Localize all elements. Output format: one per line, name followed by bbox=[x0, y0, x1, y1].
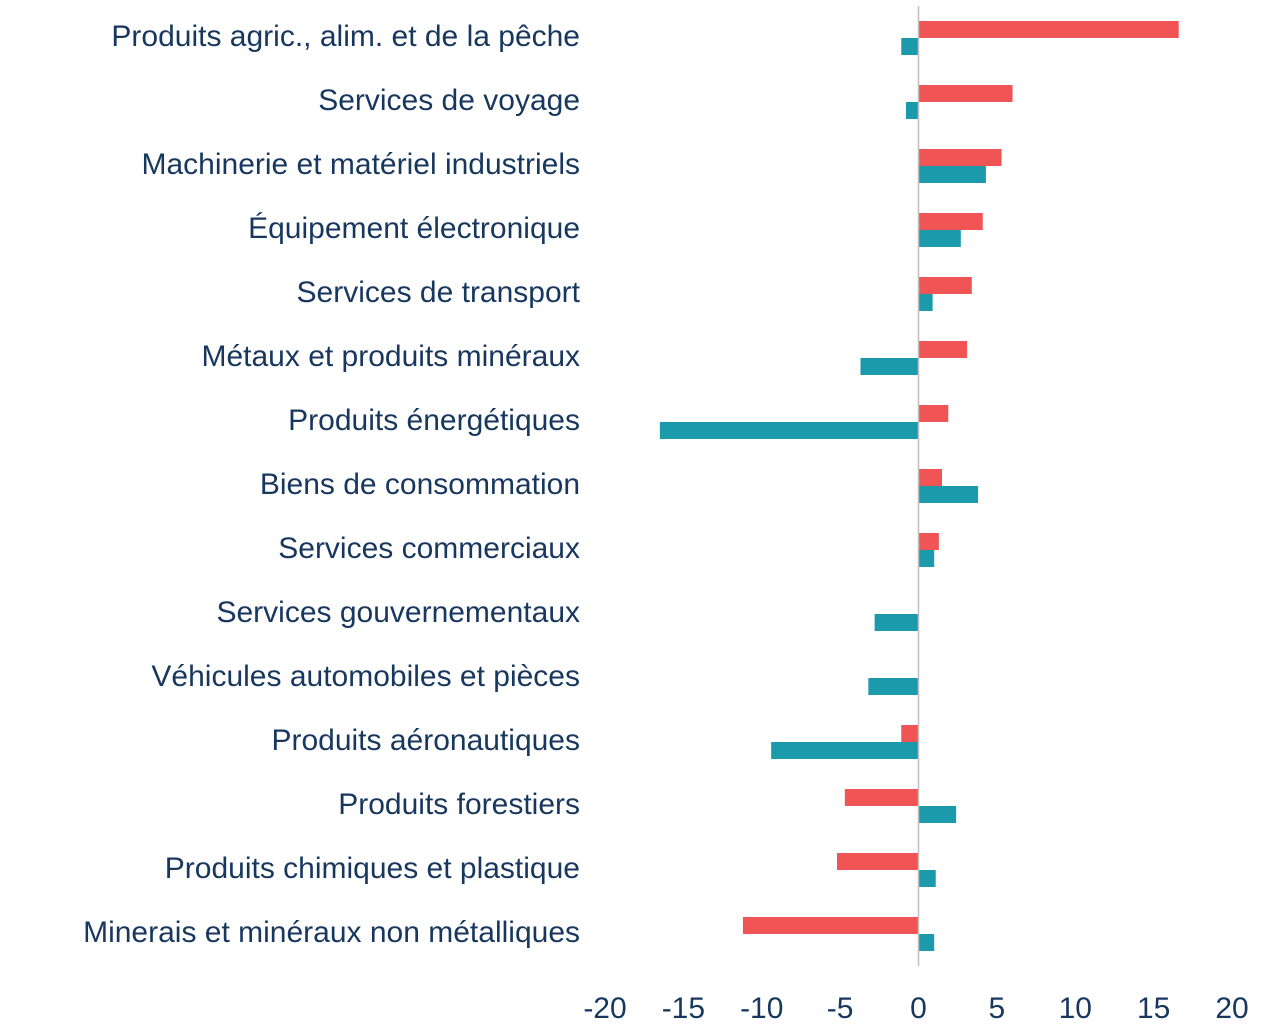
bar bbox=[771, 742, 919, 759]
bar bbox=[868, 678, 919, 695]
y-tick-label: Produits forestiers bbox=[338, 788, 580, 821]
y-tick-label: Machinerie et matériel industriels bbox=[141, 148, 580, 181]
bar bbox=[918, 870, 936, 887]
bar bbox=[905, 102, 919, 119]
y-tick-label: Services de voyage bbox=[318, 84, 580, 117]
y-tick-label: Services gouvernementaux bbox=[216, 596, 580, 629]
x-tick-label: 15 bbox=[1137, 992, 1170, 1025]
y-tick-label: Biens de consommation bbox=[260, 468, 580, 501]
bar bbox=[918, 213, 983, 230]
x-tick-label: -10 bbox=[740, 992, 783, 1025]
bar bbox=[918, 85, 1013, 102]
y-tick-label: Services de transport bbox=[297, 276, 581, 309]
bar bbox=[874, 614, 919, 631]
bar bbox=[918, 486, 979, 503]
y-tick-label: Services commerciaux bbox=[278, 532, 580, 565]
y-tick-label: Véhicules automobiles et pièces bbox=[151, 660, 580, 693]
x-tick-label: 5 bbox=[989, 992, 1006, 1025]
x-tick-label: -15 bbox=[662, 992, 705, 1025]
bar bbox=[659, 422, 919, 439]
y-tick-label: Produits énergétiques bbox=[288, 404, 580, 437]
bar bbox=[918, 341, 968, 358]
x-tick-label: -5 bbox=[827, 992, 854, 1025]
x-tick-label: 10 bbox=[1059, 992, 1092, 1025]
bar bbox=[918, 166, 986, 183]
bar bbox=[742, 917, 919, 934]
bar bbox=[918, 533, 939, 550]
bar bbox=[918, 405, 949, 422]
bar bbox=[860, 358, 919, 375]
x-tick-label: 20 bbox=[1215, 992, 1248, 1025]
bar bbox=[918, 294, 933, 311]
y-tick-label: Métaux et produits minéraux bbox=[201, 340, 580, 373]
bar bbox=[918, 550, 935, 567]
bar bbox=[901, 38, 919, 55]
x-tick-label: 0 bbox=[910, 992, 927, 1025]
y-tick-label: Produits chimiques et plastique bbox=[165, 852, 580, 885]
bar bbox=[844, 789, 919, 806]
bar bbox=[901, 725, 919, 742]
bar bbox=[918, 806, 957, 823]
bar bbox=[918, 149, 1002, 166]
y-tick-label: Équipement électronique bbox=[248, 212, 580, 245]
y-tick-label: Produits aéronautiques bbox=[271, 724, 580, 757]
x-tick-label: -20 bbox=[583, 992, 626, 1025]
bar bbox=[918, 277, 972, 294]
y-tick-label: Produits agric., alim. et de la pêche bbox=[111, 20, 580, 53]
bar bbox=[836, 853, 919, 870]
bar bbox=[918, 21, 1179, 38]
bar bbox=[918, 230, 961, 247]
bar bbox=[918, 934, 935, 951]
y-tick-label: Minerais et minéraux non métalliques bbox=[83, 916, 580, 949]
bar bbox=[918, 469, 943, 486]
